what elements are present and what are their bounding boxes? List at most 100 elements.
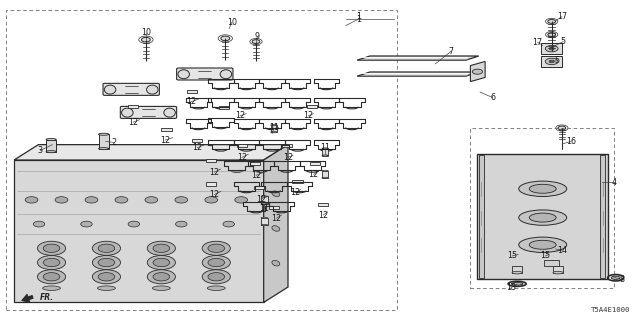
Text: 6: 6	[490, 93, 495, 102]
Circle shape	[92, 255, 120, 269]
Text: 12: 12	[291, 188, 301, 197]
Ellipse shape	[147, 85, 158, 94]
Text: 5: 5	[554, 56, 559, 65]
Circle shape	[202, 241, 230, 255]
FancyBboxPatch shape	[177, 68, 233, 80]
Circle shape	[548, 20, 556, 23]
Polygon shape	[357, 72, 479, 76]
Circle shape	[549, 47, 554, 50]
Circle shape	[98, 258, 115, 267]
Bar	[161, 128, 172, 131]
Circle shape	[43, 273, 60, 281]
Ellipse shape	[511, 283, 523, 285]
Text: 17: 17	[532, 38, 543, 47]
Circle shape	[147, 241, 175, 255]
Ellipse shape	[178, 70, 189, 79]
Bar	[553, 266, 563, 273]
Ellipse shape	[261, 217, 268, 219]
Ellipse shape	[99, 148, 109, 150]
Circle shape	[141, 37, 150, 42]
Text: 12: 12	[283, 153, 293, 162]
Ellipse shape	[104, 85, 116, 94]
Circle shape	[98, 244, 115, 252]
Text: 12: 12	[192, 143, 202, 152]
Bar	[470, 128, 614, 288]
Bar	[322, 171, 328, 178]
FancyBboxPatch shape	[103, 83, 159, 95]
Bar	[254, 186, 264, 189]
Ellipse shape	[261, 196, 268, 197]
Circle shape	[37, 270, 65, 284]
Polygon shape	[264, 145, 288, 302]
Text: 11: 11	[269, 124, 279, 132]
Ellipse shape	[272, 260, 280, 266]
Circle shape	[202, 255, 230, 269]
Text: 12: 12	[186, 97, 196, 106]
Bar	[6, 10, 397, 310]
Circle shape	[221, 36, 230, 41]
Text: 11: 11	[320, 143, 330, 152]
Bar	[600, 155, 605, 278]
Text: 7: 7	[449, 47, 454, 56]
Circle shape	[145, 197, 158, 203]
Text: 12: 12	[303, 111, 314, 120]
Circle shape	[252, 40, 260, 44]
Text: 1: 1	[356, 15, 361, 24]
Text: 12: 12	[308, 170, 319, 179]
Ellipse shape	[271, 132, 277, 133]
Text: 12: 12	[237, 153, 247, 162]
Circle shape	[92, 241, 120, 255]
Text: 12: 12	[160, 136, 170, 145]
Text: 12: 12	[251, 171, 261, 180]
Ellipse shape	[529, 240, 556, 249]
Circle shape	[55, 197, 68, 203]
Circle shape	[558, 126, 566, 130]
Ellipse shape	[272, 226, 280, 231]
Polygon shape	[477, 154, 608, 279]
FancyBboxPatch shape	[120, 106, 177, 118]
Ellipse shape	[529, 213, 556, 222]
Bar	[250, 162, 260, 165]
Circle shape	[92, 270, 120, 284]
Bar	[322, 148, 328, 156]
Polygon shape	[541, 56, 562, 67]
Polygon shape	[99, 134, 109, 148]
Bar	[128, 105, 138, 108]
Bar	[219, 106, 229, 109]
Ellipse shape	[611, 276, 620, 279]
Circle shape	[549, 60, 554, 63]
Polygon shape	[470, 61, 485, 82]
Text: 12: 12	[235, 111, 245, 120]
Bar	[292, 180, 303, 183]
Text: 11: 11	[259, 204, 269, 213]
Ellipse shape	[271, 124, 277, 126]
Text: FR.: FR.	[40, 293, 54, 302]
Circle shape	[153, 244, 170, 252]
Text: 8: 8	[620, 276, 625, 284]
Polygon shape	[357, 56, 479, 60]
Ellipse shape	[97, 286, 115, 291]
Ellipse shape	[122, 108, 133, 117]
Text: 15: 15	[507, 252, 517, 260]
Circle shape	[548, 33, 556, 36]
Polygon shape	[541, 43, 562, 54]
Ellipse shape	[322, 148, 328, 149]
Bar	[192, 139, 202, 142]
Text: 13: 13	[506, 284, 516, 292]
Ellipse shape	[46, 151, 56, 153]
Circle shape	[235, 197, 248, 203]
Circle shape	[205, 197, 218, 203]
Ellipse shape	[272, 191, 280, 196]
Ellipse shape	[322, 170, 328, 172]
Circle shape	[85, 197, 98, 203]
Bar	[271, 125, 277, 132]
Circle shape	[175, 197, 188, 203]
Text: 5: 5	[561, 37, 566, 46]
Circle shape	[223, 221, 234, 227]
Text: 1: 1	[356, 12, 361, 21]
Bar	[282, 144, 292, 147]
Circle shape	[43, 244, 60, 252]
Text: 12: 12	[271, 214, 282, 223]
Circle shape	[98, 273, 115, 281]
Text: 12: 12	[318, 211, 328, 220]
